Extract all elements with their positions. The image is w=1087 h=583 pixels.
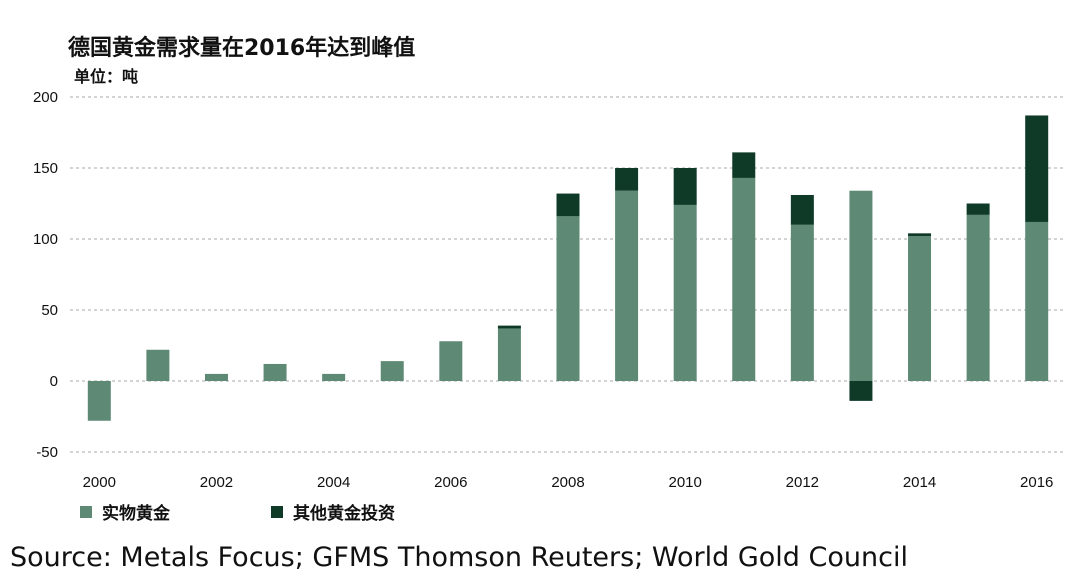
bar-other-investment	[1025, 115, 1049, 222]
bar-physical-gold	[849, 190, 873, 381]
source-note: Source: Metals Focus; GFMS Thomson Reute…	[10, 542, 908, 573]
x-tick-label: 2004	[317, 474, 350, 491]
bar-physical-gold	[380, 361, 404, 381]
bar-other-investment	[615, 168, 639, 191]
legend-swatch-physical	[80, 505, 92, 518]
bar-physical-gold	[908, 236, 932, 381]
x-tick-label: 2014	[903, 474, 936, 491]
y-axis-ticks: -50 0 50 100 150 200	[33, 89, 58, 461]
x-tick-label: 2010	[668, 474, 701, 491]
bar-physical-gold	[966, 214, 990, 381]
x-tick-label: 2008	[551, 474, 584, 491]
bar-other-investment	[673, 168, 697, 205]
x-tick-label: 2012	[786, 474, 819, 491]
chart-title: 德国黄金需求量在2016年达到峰值	[68, 36, 416, 61]
bar-physical-gold	[673, 204, 697, 381]
bar-physical-gold	[146, 349, 170, 381]
bars	[87, 115, 1049, 421]
legend-label-physical: 实物黄金	[102, 504, 170, 524]
legend-label-other: 其他黄金投资	[293, 504, 395, 524]
bar-chart: -50 0 50 100 150 200 2000 2002 2004 2006 2008 2010…	[33, 89, 1066, 491]
bar-other-investment	[790, 194, 814, 225]
x-tick-label: 2016	[1020, 474, 1053, 491]
y-tick-label: 0	[50, 373, 58, 390]
y-tick-label: -50	[36, 444, 58, 461]
bar-physical-gold	[263, 363, 287, 381]
y-tick-label: 50	[41, 302, 58, 319]
y-tick-label: 100	[33, 231, 58, 248]
bar-physical-gold	[322, 373, 346, 381]
unit-label: 单位：吨	[74, 67, 139, 86]
legend-item-other: 其他黄金投资	[271, 499, 395, 524]
y-tick-label: 150	[33, 160, 58, 177]
bar-other-investment	[497, 325, 521, 329]
bar-physical-gold	[732, 177, 756, 381]
bar-physical-gold	[439, 341, 463, 381]
y-tick-label: 200	[33, 89, 58, 106]
legend-swatch-other	[271, 505, 283, 518]
bar-other-investment	[966, 203, 990, 215]
x-axis-ticks: 2000 2002 2004 2006 2008 2010 2012 2014 2016	[83, 474, 1054, 491]
bar-physical-gold	[204, 373, 228, 381]
bar-other-investment	[732, 152, 756, 178]
x-tick-label: 2000	[83, 474, 116, 491]
legend-item-physical: 实物黄金	[80, 499, 170, 524]
bar-other-investment	[908, 233, 932, 237]
bar-physical-gold	[615, 190, 639, 381]
x-tick-label: 2002	[200, 474, 233, 491]
bar-physical-gold	[1025, 221, 1049, 381]
bar-physical-gold	[790, 224, 814, 381]
bar-other-investment	[556, 193, 580, 217]
bar-other-investment	[849, 381, 873, 401]
bar-physical-gold	[556, 216, 580, 381]
bar-physical-gold	[497, 328, 521, 381]
x-tick-label: 2006	[434, 474, 467, 491]
bar-physical-gold	[87, 381, 111, 421]
